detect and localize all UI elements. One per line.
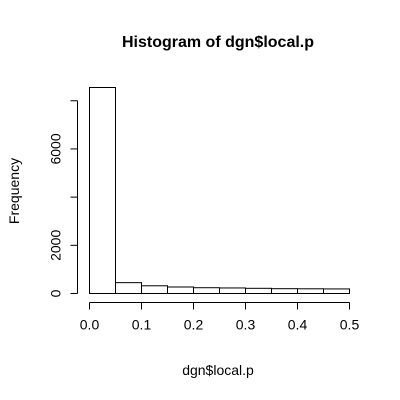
histogram-bar: [271, 288, 298, 294]
y-tick-label: 0: [48, 289, 64, 297]
histogram-bar: [219, 287, 246, 294]
y-tick-label: 6000: [48, 133, 64, 164]
x-tick-label: 0.2: [184, 317, 204, 333]
histogram-bar: [323, 288, 350, 294]
x-tick-label: 0.1: [132, 317, 152, 333]
y-axis-label: Frequency: [6, 158, 22, 224]
histogram-bar: [297, 288, 324, 295]
x-tick-label: 0.4: [288, 317, 308, 333]
x-axis: 0.0 0.1 0.2 0.3 0.4 0.5: [80, 302, 360, 333]
chart-title: Histogram of dgn$local.p: [122, 34, 314, 51]
y-tick-label: 2000: [48, 230, 64, 261]
x-tick-label: 0.0: [80, 317, 100, 333]
x-tick-label: 0.5: [340, 317, 360, 333]
histogram-bar: [115, 282, 142, 295]
x-axis-label: dgn$local.p: [182, 362, 254, 378]
x-tick-label: 0.3: [236, 317, 256, 333]
histogram-bar: [245, 287, 272, 295]
histogram-bar: [167, 286, 194, 295]
histogram-bar: [193, 287, 220, 294]
bars-group: [89, 87, 350, 295]
histogram-bar: [89, 87, 116, 294]
y-axis: 0 2000 6000: [48, 100, 78, 297]
histogram-bar: [141, 285, 168, 295]
